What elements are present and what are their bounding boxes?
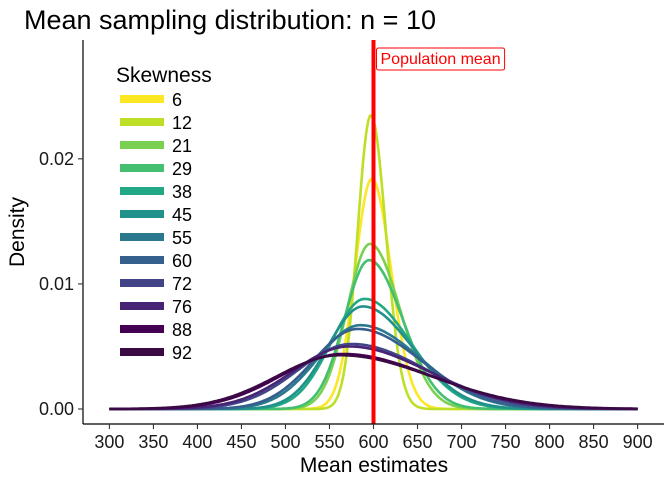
legend-swatch-55	[120, 233, 164, 241]
chart-title: Mean sampling distribution: n = 10	[24, 5, 436, 35]
legend-label-88: 88	[172, 320, 192, 340]
x-tick-label: 700	[447, 432, 477, 452]
legend-label-38: 38	[172, 182, 192, 202]
y-tick-label: 0.00	[39, 399, 74, 419]
legend-title: Skewness	[116, 64, 212, 87]
legend-swatch-21	[120, 141, 164, 149]
legend-swatch-92	[120, 348, 164, 356]
legend-swatch-88	[120, 325, 164, 333]
legend-label-72: 72	[172, 274, 192, 294]
x-tick-label: 900	[623, 432, 653, 452]
legend-swatch-12	[120, 118, 164, 126]
legend-label-55: 55	[172, 228, 192, 248]
legend-swatch-60	[120, 256, 164, 264]
legend-items: 6 12 21 29 38 45 55 60 72 76 88 92	[120, 90, 192, 363]
x-tick-label: 550	[314, 432, 344, 452]
population-mean-label: Population mean	[381, 51, 501, 68]
legend-label-12: 12	[172, 113, 192, 133]
x-tick-label: 500	[270, 432, 300, 452]
legend-label-21: 21	[172, 136, 192, 156]
x-tick-label: 850	[579, 432, 609, 452]
axes: 300 350 400 450 500 550 600 650 700 750 800 850 900 …	[39, 40, 664, 452]
y-tick-label: 0.02	[39, 149, 74, 169]
legend-label-29: 29	[172, 159, 192, 179]
x-tick-label: 300	[94, 432, 124, 452]
plot-area: Population mean	[109, 40, 638, 424]
y-axis-title: Density	[6, 196, 29, 267]
legend-swatch-72	[120, 279, 164, 287]
x-tick-label: 400	[182, 432, 212, 452]
legend-swatch-76	[120, 302, 164, 310]
legend-swatch-45	[120, 210, 164, 218]
x-tick-label: 350	[138, 432, 168, 452]
legend-swatch-38	[120, 187, 164, 195]
x-tick-label: 650	[402, 432, 432, 452]
y-axis-ticks: 0.00 0.01 0.02	[39, 149, 83, 419]
population-mean-label-box	[376, 47, 506, 71]
legend: Skewness 6 12 21 29 38 45 55 60 72 76 88 92	[116, 64, 212, 363]
x-tick-label: 750	[491, 432, 521, 452]
legend-swatch-6	[120, 95, 164, 103]
legend-label-60: 60	[172, 251, 192, 271]
x-axis-ticks: 300 350 400 450 500 550 600 650 700 750 800 850 900	[94, 424, 653, 452]
y-tick-label: 0.01	[39, 274, 74, 294]
legend-label-45: 45	[172, 205, 192, 225]
x-tick-label: 450	[226, 432, 256, 452]
legend-swatch-29	[120, 164, 164, 172]
x-axis-title: Mean estimates	[300, 454, 448, 477]
x-tick-label: 800	[535, 432, 565, 452]
legend-label-92: 92	[172, 343, 192, 363]
x-tick-label: 600	[358, 432, 388, 452]
legend-label-6: 6	[172, 90, 182, 110]
legend-label-76: 76	[172, 297, 192, 317]
